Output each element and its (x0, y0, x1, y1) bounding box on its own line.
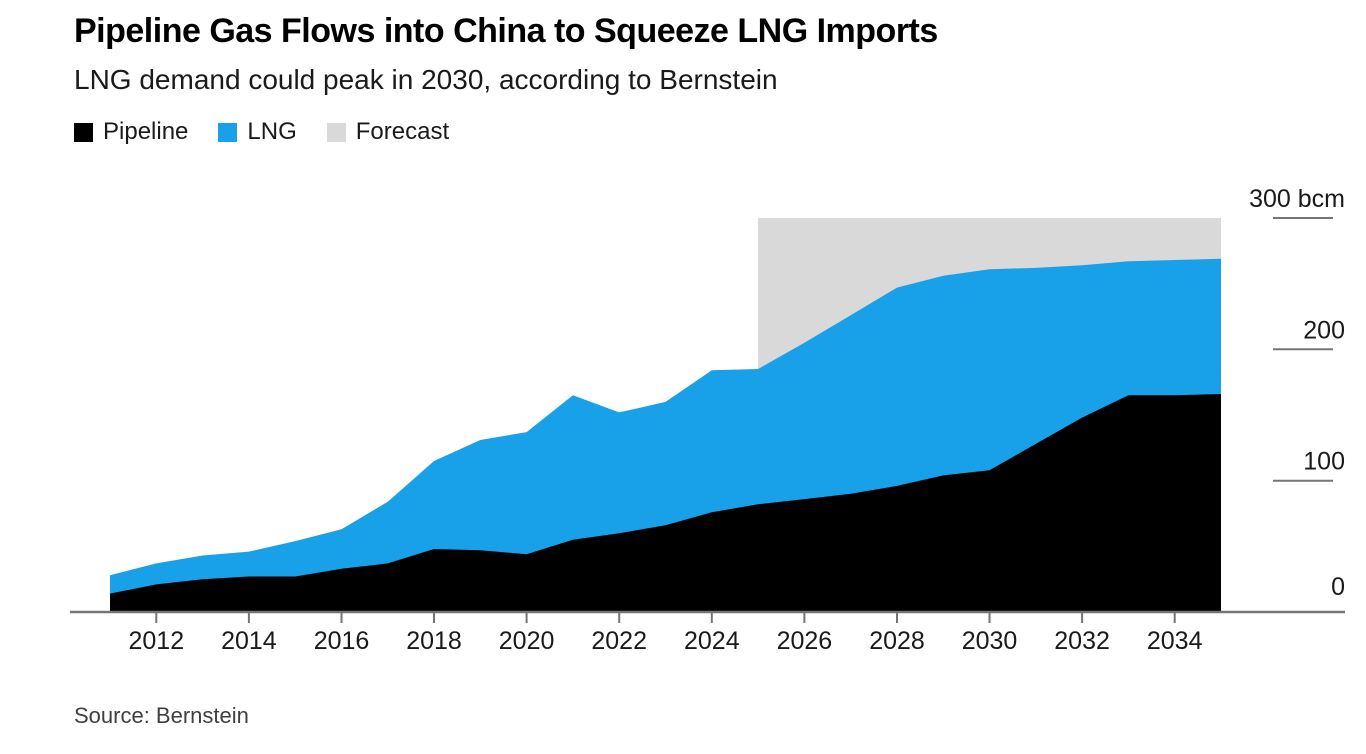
y-tick-label: 100 (1303, 448, 1345, 476)
x-tick-label: 2024 (684, 627, 740, 655)
source-note: Source: Bernstein (74, 703, 249, 728)
lng-swatch-icon (218, 122, 238, 142)
legend-item-pipeline: Pipeline (74, 118, 188, 146)
y-tick-label: 300 bcm (1249, 185, 1345, 213)
y-tick-label: 0 (1331, 573, 1345, 601)
legend-label-forecast: Forecast (355, 118, 450, 145)
x-tick-label: 2014 (221, 627, 277, 655)
forecast-swatch-icon (326, 122, 346, 142)
legend-label-pipeline: Pipeline (103, 118, 189, 145)
legend: Pipeline LNG Forecast (74, 118, 449, 146)
x-tick-label: 2032 (1054, 627, 1110, 655)
x-tick-label: 2030 (962, 627, 1018, 655)
x-tick-label: 2016 (314, 627, 370, 655)
chart-subtitle: LNG demand could peak in 2030, according… (74, 64, 778, 95)
x-tick-label: 2028 (869, 627, 925, 655)
pipeline-area (110, 394, 1221, 612)
legend-label-lng: LNG (247, 118, 297, 145)
x-tick-label: 2034 (1147, 627, 1203, 655)
x-tick-label: 2018 (406, 627, 462, 655)
x-tick-label: 2012 (128, 627, 184, 655)
pipeline-swatch-icon (74, 122, 93, 142)
x-tick-label: 2020 (499, 627, 555, 655)
x-tick-label: 2022 (591, 627, 647, 655)
y-tick-label: 200 (1303, 316, 1345, 344)
legend-item-lng: LNG (218, 118, 297, 146)
chart-title: Pipeline Gas Flows into China to Squeeze… (74, 12, 938, 50)
x-tick-label: 2026 (777, 627, 833, 655)
legend-item-forecast: Forecast (326, 118, 450, 146)
